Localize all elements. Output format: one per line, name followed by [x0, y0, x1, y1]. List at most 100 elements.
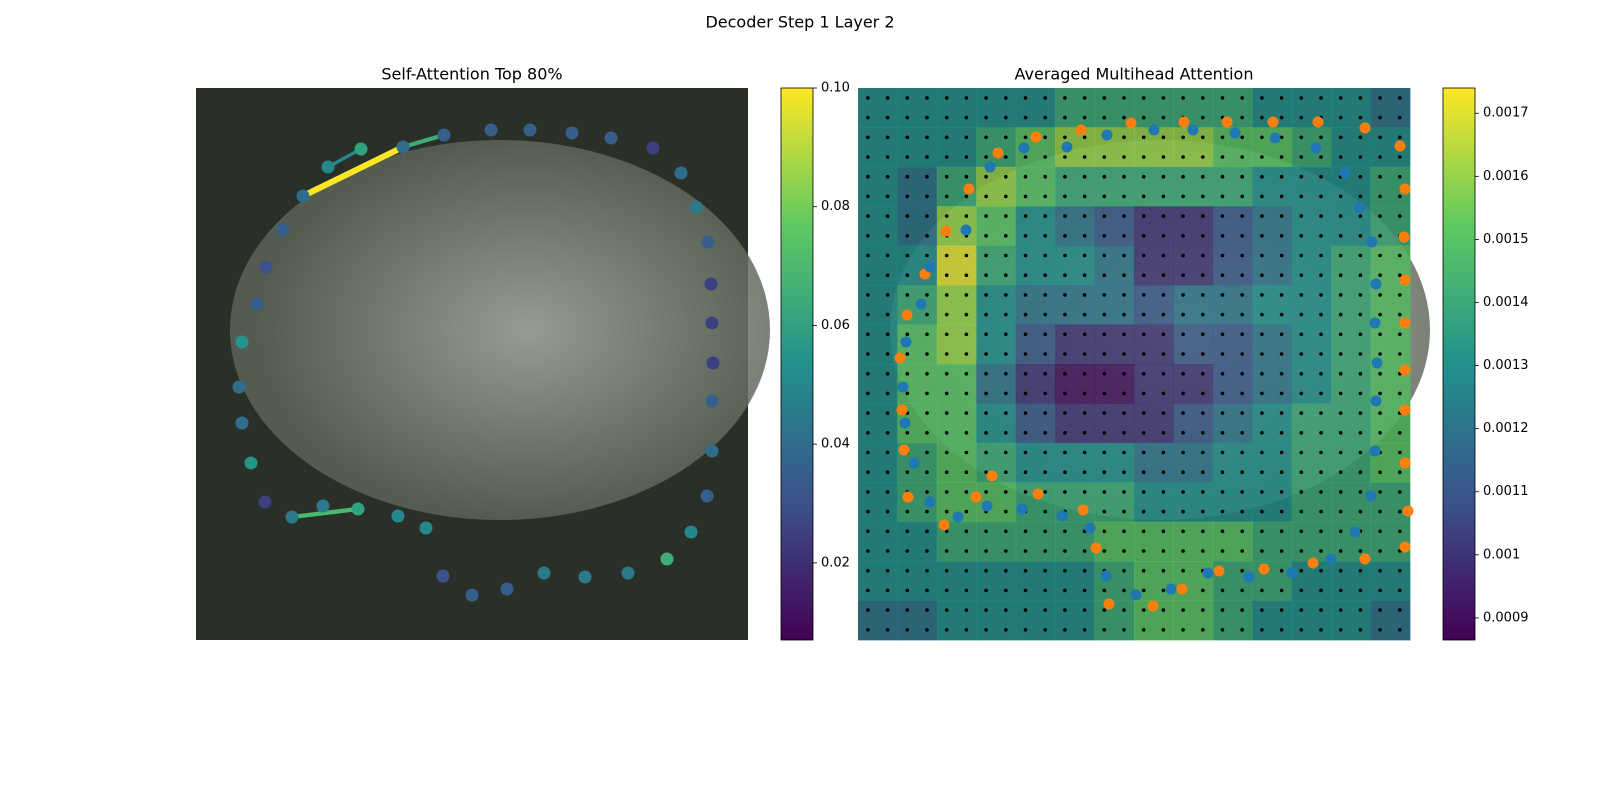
grid-dot: [1082, 371, 1087, 376]
heat-cell: [976, 600, 1017, 641]
grid-dot: [1260, 470, 1264, 475]
grid-dot: [1141, 391, 1146, 396]
grid-dot: [1220, 588, 1225, 593]
grid-dot: [1082, 588, 1087, 593]
grid-dot: [1319, 431, 1323, 435]
point: [419, 521, 433, 535]
grid-dot: [1398, 391, 1402, 396]
point: [1307, 557, 1319, 569]
grid-dot: [885, 568, 890, 573]
grid-dot: [1279, 194, 1284, 199]
heat-cell: [1055, 127, 1096, 168]
grid-dot: [1358, 470, 1363, 475]
grid-dot: [1004, 509, 1008, 514]
grid-dot: [1023, 371, 1028, 376]
grid-dot: [1279, 234, 1284, 238]
point: [523, 123, 537, 137]
point: [1399, 541, 1411, 553]
grid-dot: [1161, 628, 1166, 632]
grid-dot: [1378, 470, 1382, 475]
grid-dot: [1201, 490, 1205, 494]
heat-cell: [1173, 364, 1214, 404]
heat-cell: [1134, 364, 1174, 404]
grid-dot: [1240, 273, 1244, 278]
grid-dot: [1023, 628, 1028, 632]
grid-dot: [1299, 509, 1304, 514]
grid-dot: [964, 509, 969, 514]
grid-dot: [964, 214, 969, 218]
grid-dot: [1358, 194, 1363, 199]
grid-dot: [1398, 293, 1402, 297]
grid-dot: [1004, 155, 1008, 159]
point: [1077, 504, 1089, 516]
grid-dot: [984, 194, 988, 199]
grid-dot: [1338, 450, 1343, 455]
grid-dot: [925, 214, 929, 218]
grid-dot: [1161, 509, 1166, 514]
grid-dot: [1004, 588, 1008, 593]
grid-dot: [885, 155, 890, 159]
heat-cell: [1134, 482, 1174, 523]
point: [1269, 132, 1281, 144]
grid-dot: [1141, 411, 1146, 415]
grid-dot: [866, 174, 870, 179]
grid-dot: [1240, 490, 1244, 494]
point: [259, 260, 273, 274]
grid-dot: [1220, 490, 1225, 494]
grid-dot: [1378, 135, 1382, 140]
heat-cell: [1015, 245, 1056, 286]
grid-dot: [1023, 352, 1028, 356]
grid-dot: [1358, 273, 1363, 278]
grid-dot: [1240, 234, 1244, 238]
grid-dot: [1023, 115, 1028, 120]
point: [1359, 553, 1371, 565]
grid-dot: [1260, 135, 1264, 140]
grid-dot: [1181, 568, 1185, 573]
heat-cell: [1094, 324, 1135, 365]
heat-cell: [1252, 364, 1293, 404]
grid-dot: [1102, 371, 1107, 376]
grid-dot: [1063, 529, 1067, 534]
heat-cell: [936, 245, 977, 286]
heat-cell: [1370, 88, 1411, 128]
grid-dot: [1004, 194, 1008, 199]
grid-dot: [1260, 352, 1264, 356]
heat-cell: [1212, 364, 1253, 404]
heat-cell: [1173, 206, 1214, 247]
grid-dot: [1299, 450, 1304, 455]
grid-dot: [1181, 391, 1185, 396]
grid-dot: [1260, 391, 1264, 396]
grid-dot: [1358, 371, 1363, 376]
point: [316, 499, 330, 513]
grid-dot: [1181, 490, 1185, 494]
grid-dot: [1378, 312, 1382, 317]
point: [1394, 140, 1406, 152]
grid-dot: [1398, 490, 1402, 494]
grid-dot: [1220, 371, 1225, 376]
grid-dot: [1043, 371, 1047, 376]
heat-cell: [897, 127, 938, 168]
grid-dot: [866, 253, 870, 258]
grid-dot: [1358, 588, 1363, 593]
heat-cell: [976, 482, 1017, 523]
grid-dot: [1161, 529, 1166, 534]
grid-dot: [1102, 253, 1107, 258]
grid-dot: [1102, 529, 1107, 534]
grid-dot: [1004, 391, 1008, 396]
grid-dot: [1004, 529, 1008, 534]
heat-cell: [1094, 166, 1135, 207]
point: [1090, 542, 1102, 554]
grid-dot: [1319, 371, 1323, 376]
grid-dot: [1122, 411, 1126, 415]
colorbar-tick-label: 0.04: [821, 437, 850, 452]
grid-dot: [944, 470, 949, 475]
heat-cell: [1212, 324, 1253, 365]
grid-dot: [885, 391, 890, 396]
grid-dot: [1398, 253, 1402, 258]
grid-dot: [1023, 431, 1028, 435]
grid-dot: [1378, 608, 1382, 612]
heat-cell: [1015, 442, 1056, 483]
point: [706, 356, 720, 370]
grid-dot: [1082, 568, 1087, 573]
heat-cell: [936, 206, 977, 247]
